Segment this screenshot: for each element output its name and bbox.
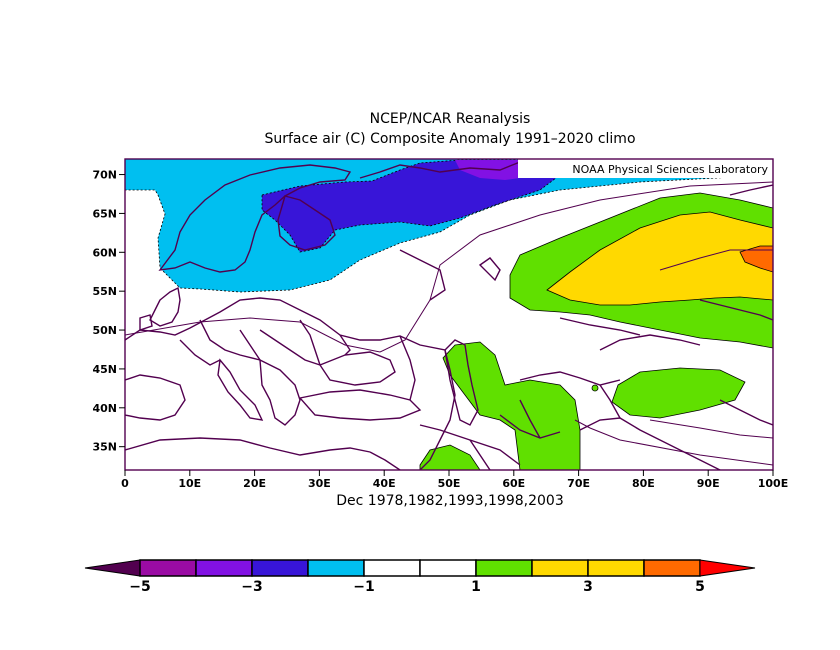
latitude-axis: 35N 40N 45N 50N 55N 60N 65N 70N	[92, 169, 125, 454]
credit-label: NOAA Physical Sciences Laboratory	[572, 163, 768, 176]
colorbar-swatch	[643, 559, 701, 577]
warm-region-south	[442, 341, 581, 470]
chart-title: NCEP/NCAR Reanalysis	[369, 111, 531, 127]
lon-tick-label: 50E	[438, 477, 461, 490]
lon-tick-label: 70E	[567, 477, 590, 490]
colorbar-swatch	[419, 559, 477, 577]
lon-tick-label: 100E	[758, 477, 788, 490]
longitude-axis: 0 10E 20E 30E 40E 50E 60E 70E 80E 90E 100E	[121, 470, 788, 490]
colorbar-label: 1	[471, 579, 481, 595]
warm-region-south-2	[419, 444, 481, 470]
lat-tick-label: 45N	[92, 363, 117, 376]
colorbar-swatch	[587, 559, 645, 577]
colorbar-label: 5	[695, 579, 705, 595]
lon-tick-label: 20E	[243, 477, 266, 490]
warm-spot	[591, 384, 599, 392]
lat-tick-label: 35N	[92, 441, 117, 454]
coastlines	[125, 161, 773, 470]
colorbar-swatch	[307, 559, 365, 577]
very-hot-region	[739, 245, 773, 273]
lon-tick-label: 60E	[502, 477, 525, 490]
colorbar-label: −1	[353, 579, 374, 595]
chart-subtitle: Surface air (C) Composite Anomaly 1991–2…	[264, 131, 636, 147]
colorbar-label: −5	[129, 579, 150, 595]
colorbar-swatch	[251, 559, 309, 577]
colorbar-swatch	[475, 559, 533, 577]
lon-tick-label: 80E	[632, 477, 655, 490]
very-cold-region	[455, 160, 520, 180]
lat-tick-label: 65N	[92, 207, 117, 220]
contour-line	[125, 181, 773, 353]
lat-tick-label: 40N	[92, 402, 117, 415]
colorbar: −5 −3 −1 1 3 5	[84, 559, 756, 595]
lat-tick-label: 55N	[92, 285, 117, 298]
composite-dates: Dec 1978,1982,1993,1998,2003	[336, 493, 564, 509]
contour-line	[649, 419, 773, 439]
contour-line	[659, 249, 773, 271]
warm-region-central-asia	[611, 367, 746, 419]
colorbar-label: −3	[241, 579, 262, 595]
lon-tick-label: 10E	[178, 477, 201, 490]
colorbar-min-arrow	[84, 559, 141, 577]
colorbar-swatch	[531, 559, 589, 577]
credit-box	[518, 159, 773, 178]
lat-tick-label: 60N	[92, 246, 117, 259]
colorbar-swatch	[139, 559, 197, 577]
lon-tick-label: 40E	[373, 477, 396, 490]
colorbar-label: 3	[583, 579, 593, 595]
hot-region	[546, 211, 773, 306]
strong-cold-region	[261, 159, 601, 253]
lon-tick-label: 30E	[308, 477, 331, 490]
colorbar-swatch	[195, 559, 253, 577]
lon-tick-label: 0	[121, 477, 129, 490]
contour-line	[574, 419, 773, 466]
colorbar-swatch	[363, 559, 421, 577]
lat-tick-label: 50N	[92, 324, 117, 337]
lon-tick-label: 90E	[697, 477, 720, 490]
colorbar-max-arrow	[699, 559, 756, 577]
lat-tick-label: 70N	[92, 169, 117, 182]
filled-contours	[125, 159, 773, 470]
